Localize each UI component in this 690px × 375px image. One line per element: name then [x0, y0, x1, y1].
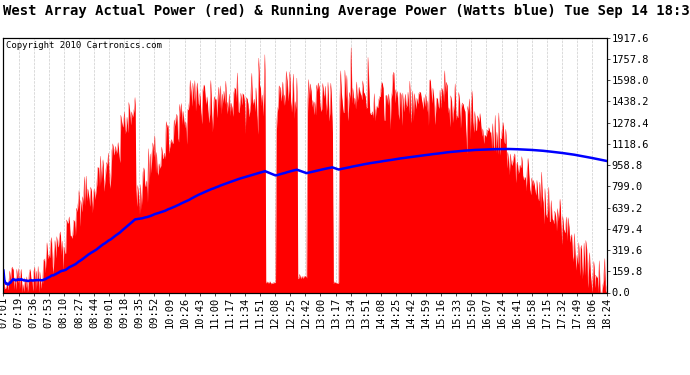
Text: Copyright 2010 Cartronics.com: Copyright 2010 Cartronics.com: [6, 41, 162, 50]
Text: West Array Actual Power (red) & Running Average Power (Watts blue) Tue Sep 14 18: West Array Actual Power (red) & Running …: [3, 4, 690, 18]
